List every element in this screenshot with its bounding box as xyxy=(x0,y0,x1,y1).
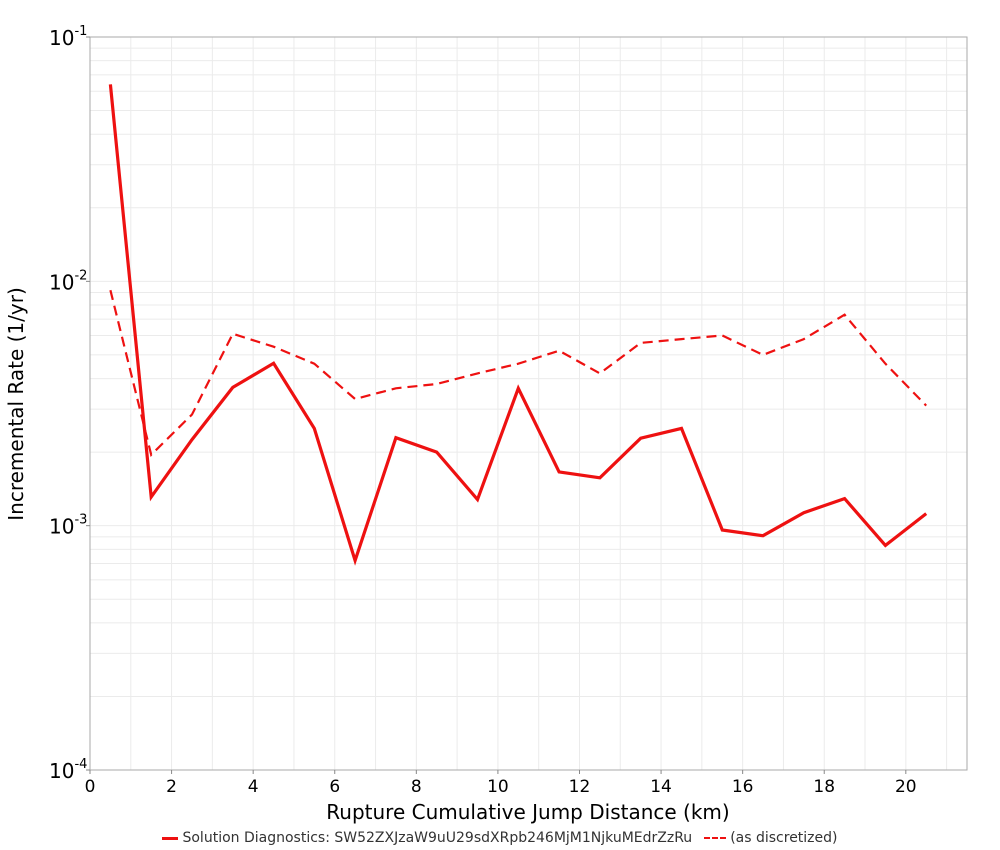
x-tick-label: 2 xyxy=(166,777,177,797)
legend: Solution Diagnostics: SW52ZXJzaW9uU29sdX… xyxy=(0,826,1000,850)
x-tick-label: 0 xyxy=(85,777,96,797)
legend-label-solution: Solution Diagnostics: SW52ZXJzaW9uU29sdX… xyxy=(182,830,693,846)
y-axis-label: Incremental Rate (1/yr) xyxy=(4,287,28,520)
x-tick-label: 20 xyxy=(895,777,917,797)
series-line-discretized xyxy=(109,289,927,457)
x-axis-ticks: 0 2 4 6 8 10 12 14 16 18 20 xyxy=(85,770,917,797)
x-tick-label: 16 xyxy=(732,777,754,797)
grid xyxy=(90,37,967,770)
legend-item-solution: Solution Diagnostics: SW52ZXJzaW9uU29sdX… xyxy=(162,830,692,846)
x-tick-label: 10 xyxy=(487,777,509,797)
legend-item-discretized: (as discretized) xyxy=(704,830,838,846)
x-tick-label: 4 xyxy=(248,777,259,797)
legend-solid-line-swatch xyxy=(162,836,179,840)
plot-frame xyxy=(89,36,968,771)
x-tick-label: 14 xyxy=(650,777,672,797)
plot-background xyxy=(90,37,967,770)
y-tick-label: 10-3 xyxy=(49,513,87,539)
x-tick-label: 6 xyxy=(329,777,340,797)
x-tick-label: 8 xyxy=(411,777,422,797)
y-axis-ticks: 10-1 10-2 10-3 10-4 xyxy=(49,24,90,783)
x-axis-label: Rupture Cumulative Jump Distance (km) xyxy=(326,800,729,824)
y-tick-label: 10-4 xyxy=(49,757,87,783)
legend-label-discretized: (as discretized) xyxy=(730,830,838,846)
series-line-solution xyxy=(108,84,928,566)
series-layer xyxy=(108,84,928,566)
x-tick-label: 18 xyxy=(813,777,835,797)
x-tick-label: 12 xyxy=(569,777,591,797)
y-tick-label: 10-2 xyxy=(49,268,87,294)
y-tick-label: 10-1 xyxy=(49,24,87,50)
legend-dashed-line-swatch xyxy=(704,837,727,839)
